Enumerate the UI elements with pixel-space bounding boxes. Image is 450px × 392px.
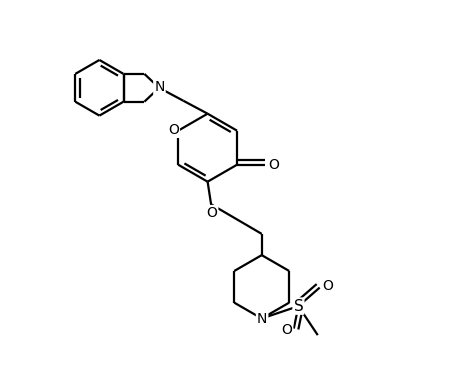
Text: O: O bbox=[268, 158, 279, 172]
Text: N: N bbox=[154, 80, 165, 94]
Text: O: O bbox=[207, 206, 217, 220]
Text: O: O bbox=[168, 123, 179, 137]
Text: N: N bbox=[257, 312, 267, 326]
Text: O: O bbox=[281, 323, 292, 337]
Text: O: O bbox=[323, 279, 333, 294]
Text: S: S bbox=[293, 299, 303, 314]
